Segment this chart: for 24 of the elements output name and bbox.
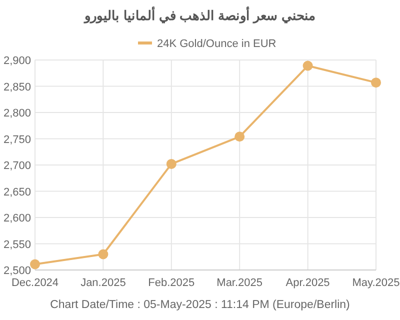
point xyxy=(166,158,176,169)
y-tick-label: 2,600 xyxy=(3,212,31,224)
y-tick-label: 2,700 xyxy=(3,160,31,172)
x-tick-label: Feb.2025 xyxy=(148,277,195,289)
x-tick-label: Dec.2024 xyxy=(11,277,59,289)
x-tick-label: Apr.2025 xyxy=(286,277,330,289)
point xyxy=(302,60,313,71)
y-tick-label: 2,900 xyxy=(3,55,31,67)
y-tick-label: 2,550 xyxy=(3,238,31,251)
x-tick-label: May.2025 xyxy=(352,277,400,289)
y-tick-label: 2,650 xyxy=(3,186,31,198)
text: Chart Date/Time : 05-May-2025 : 11:14 PM (Europe/Berlin) xyxy=(50,299,350,311)
point xyxy=(98,249,108,260)
point xyxy=(371,78,381,88)
y-tick-label: 2,800 xyxy=(3,108,31,120)
y-tick-label: 2,850 xyxy=(3,81,31,94)
x-tick-label: Mar.2025 xyxy=(216,277,263,289)
point xyxy=(30,259,40,270)
point xyxy=(234,132,245,142)
chart-title: منحني سعر أونصة الذهب في ألمانيا باليورو xyxy=(84,7,316,24)
x-tick-label: Jan.2025 xyxy=(80,277,126,289)
legend-label: 24K Gold/Ounce in EUR xyxy=(157,38,276,50)
y-tick-label: 2,750 xyxy=(3,134,31,146)
y-tick-label: 2,500 xyxy=(3,265,31,277)
